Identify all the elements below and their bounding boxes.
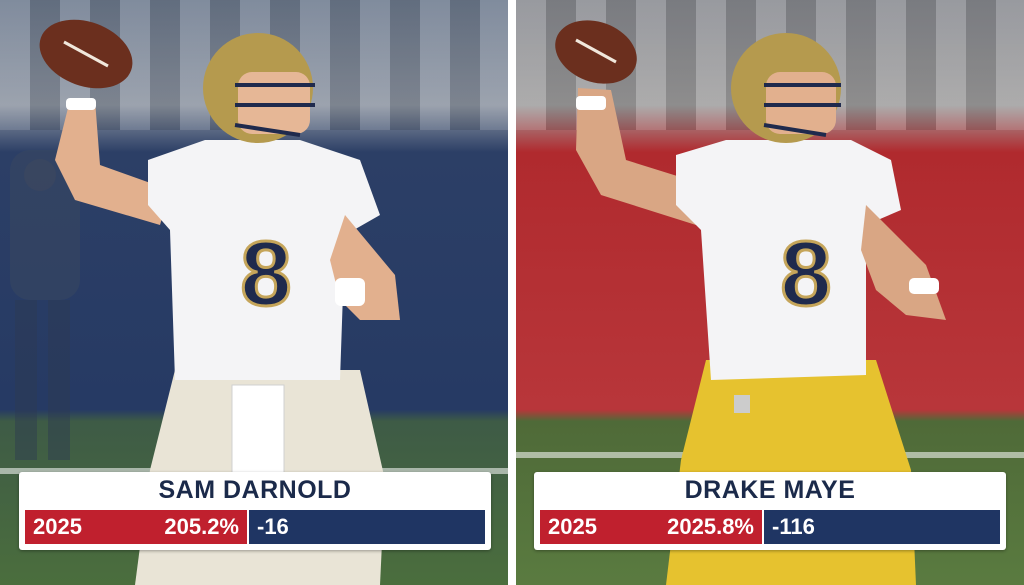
stat-blue-segment: -16 — [247, 510, 485, 544]
stat-caption-box: SAM DARNOLD 2025 205.2% -16 — [19, 472, 491, 550]
stat-change: -116 — [772, 514, 815, 539]
stat-change: -16 — [257, 514, 289, 539]
stat-caption-box: DRAKE MAYE 2025 2025.8% -116 — [534, 472, 1006, 550]
throwing-arm — [576, 88, 706, 225]
quarterback-illustration: 8 — [10, 19, 400, 585]
jersey-number: 8 — [780, 223, 831, 325]
jersey — [676, 140, 901, 380]
jersey — [148, 140, 380, 380]
stat-value: 205.2% — [164, 514, 239, 539]
player-name: SAM DARNOLD — [158, 476, 352, 504]
stat-value: 2025.8% — [667, 514, 754, 539]
right-player-panel: 8 DRAKE MAYE 2025 2025.8% -116 — [516, 0, 1024, 585]
photographer-silhouette — [10, 150, 80, 460]
stat-red-segment: 2025 2025.8% — [540, 510, 762, 544]
panel-divider — [508, 0, 516, 585]
stat-bar: 2025 205.2% -16 — [25, 510, 485, 544]
player-name: DRAKE MAYE — [684, 476, 856, 504]
stat-year: 2025 — [548, 514, 597, 539]
throwing-arm — [55, 100, 170, 225]
stat-year: 2025 — [33, 514, 82, 539]
stat-red-segment: 2025 205.2% — [25, 510, 247, 544]
jersey-number: 8 — [240, 223, 291, 325]
stat-bar: 2025 2025.8% -116 — [540, 510, 1000, 544]
stat-blue-segment: -116 — [762, 510, 1000, 544]
left-player-panel: 8 SAM DARNOLD 2025 205.2% -16 — [0, 0, 508, 585]
